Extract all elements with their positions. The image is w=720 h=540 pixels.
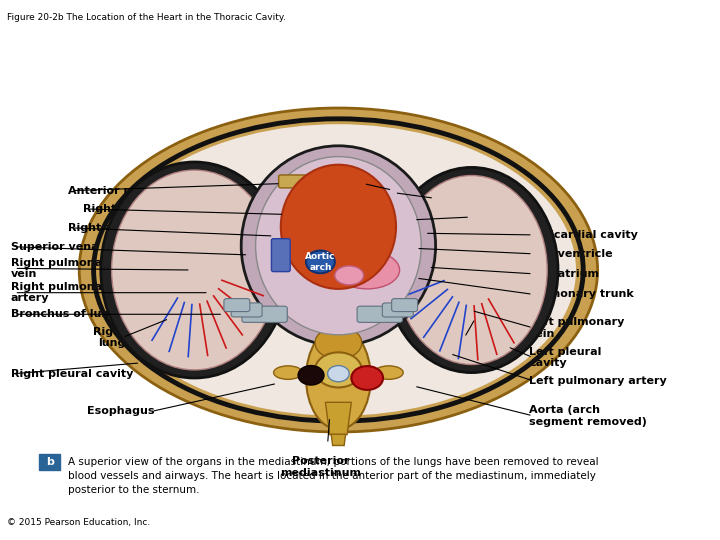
Text: Esophagus: Esophagus: [87, 407, 155, 416]
FancyBboxPatch shape: [315, 174, 359, 186]
Text: Posterior
mediastinum: Posterior mediastinum: [280, 456, 361, 478]
Circle shape: [351, 366, 383, 390]
Circle shape: [298, 366, 324, 385]
Polygon shape: [325, 402, 351, 435]
FancyBboxPatch shape: [242, 306, 287, 322]
Ellipse shape: [281, 165, 396, 289]
Text: Left pulmonary artery: Left pulmonary artery: [529, 376, 667, 386]
Text: Bronchus of lung: Bronchus of lung: [11, 309, 117, 319]
FancyBboxPatch shape: [357, 306, 402, 322]
FancyBboxPatch shape: [231, 303, 262, 317]
Polygon shape: [331, 434, 346, 446]
Text: Left pulmonary
vein: Left pulmonary vein: [529, 317, 624, 339]
Ellipse shape: [101, 124, 576, 416]
Text: Left pleural
cavity: Left pleural cavity: [529, 347, 602, 368]
Text: Right
lung: Right lung: [93, 327, 126, 348]
Ellipse shape: [385, 167, 558, 373]
Ellipse shape: [112, 170, 277, 370]
Text: Left atrium: Left atrium: [529, 269, 599, 279]
Ellipse shape: [328, 366, 349, 382]
Text: Left
lung: Left lung: [461, 327, 488, 348]
Text: Right atrium: Right atrium: [68, 223, 147, 233]
Text: Right pulmonary
vein: Right pulmonary vein: [11, 258, 114, 279]
FancyBboxPatch shape: [224, 299, 250, 312]
Ellipse shape: [306, 327, 371, 429]
Ellipse shape: [101, 162, 288, 378]
Text: Superior vena cava: Superior vena cava: [11, 242, 131, 252]
Text: Left ventricle: Left ventricle: [529, 249, 613, 259]
Ellipse shape: [241, 146, 436, 346]
Text: b: b: [46, 457, 53, 467]
Text: © 2015 Pearson Education, Inc.: © 2015 Pearson Education, Inc.: [7, 517, 150, 526]
Ellipse shape: [306, 251, 335, 273]
Text: Pulmonary trunk: Pulmonary trunk: [529, 289, 634, 299]
Text: Figure 20-2b The Location of the Heart in the Thoracic Cavity.: Figure 20-2b The Location of the Heart i…: [7, 14, 286, 23]
Text: Sternum: Sternum: [389, 185, 442, 195]
Ellipse shape: [315, 327, 361, 359]
Ellipse shape: [315, 352, 361, 388]
Ellipse shape: [335, 266, 364, 285]
Text: Pericardial cavity: Pericardial cavity: [529, 230, 638, 240]
Ellipse shape: [374, 366, 403, 379]
FancyBboxPatch shape: [271, 239, 290, 272]
Text: Aortic
arch: Aortic arch: [305, 252, 336, 272]
Text: Epicardium: Epicardium: [467, 212, 536, 222]
Ellipse shape: [79, 108, 598, 432]
FancyBboxPatch shape: [279, 175, 323, 188]
Text: Anterior mediastinum: Anterior mediastinum: [68, 186, 205, 195]
FancyBboxPatch shape: [382, 303, 413, 317]
Ellipse shape: [256, 157, 421, 335]
Text: Right pleural cavity: Right pleural cavity: [11, 369, 133, 379]
Ellipse shape: [274, 366, 302, 379]
Ellipse shape: [396, 176, 547, 364]
Text: Right pulmonary
artery: Right pulmonary artery: [11, 282, 114, 303]
Text: Pericardial sac: Pericardial sac: [431, 193, 523, 203]
FancyBboxPatch shape: [392, 299, 418, 312]
Text: A superior view of the organs in the mediastinum; portions of the lungs have bee: A superior view of the organs in the med…: [68, 457, 599, 495]
Text: Aorta (arch
segment removed): Aorta (arch segment removed): [529, 405, 647, 427]
FancyBboxPatch shape: [39, 454, 60, 470]
Ellipse shape: [335, 251, 400, 289]
Text: Right ventricle: Right ventricle: [83, 204, 175, 214]
